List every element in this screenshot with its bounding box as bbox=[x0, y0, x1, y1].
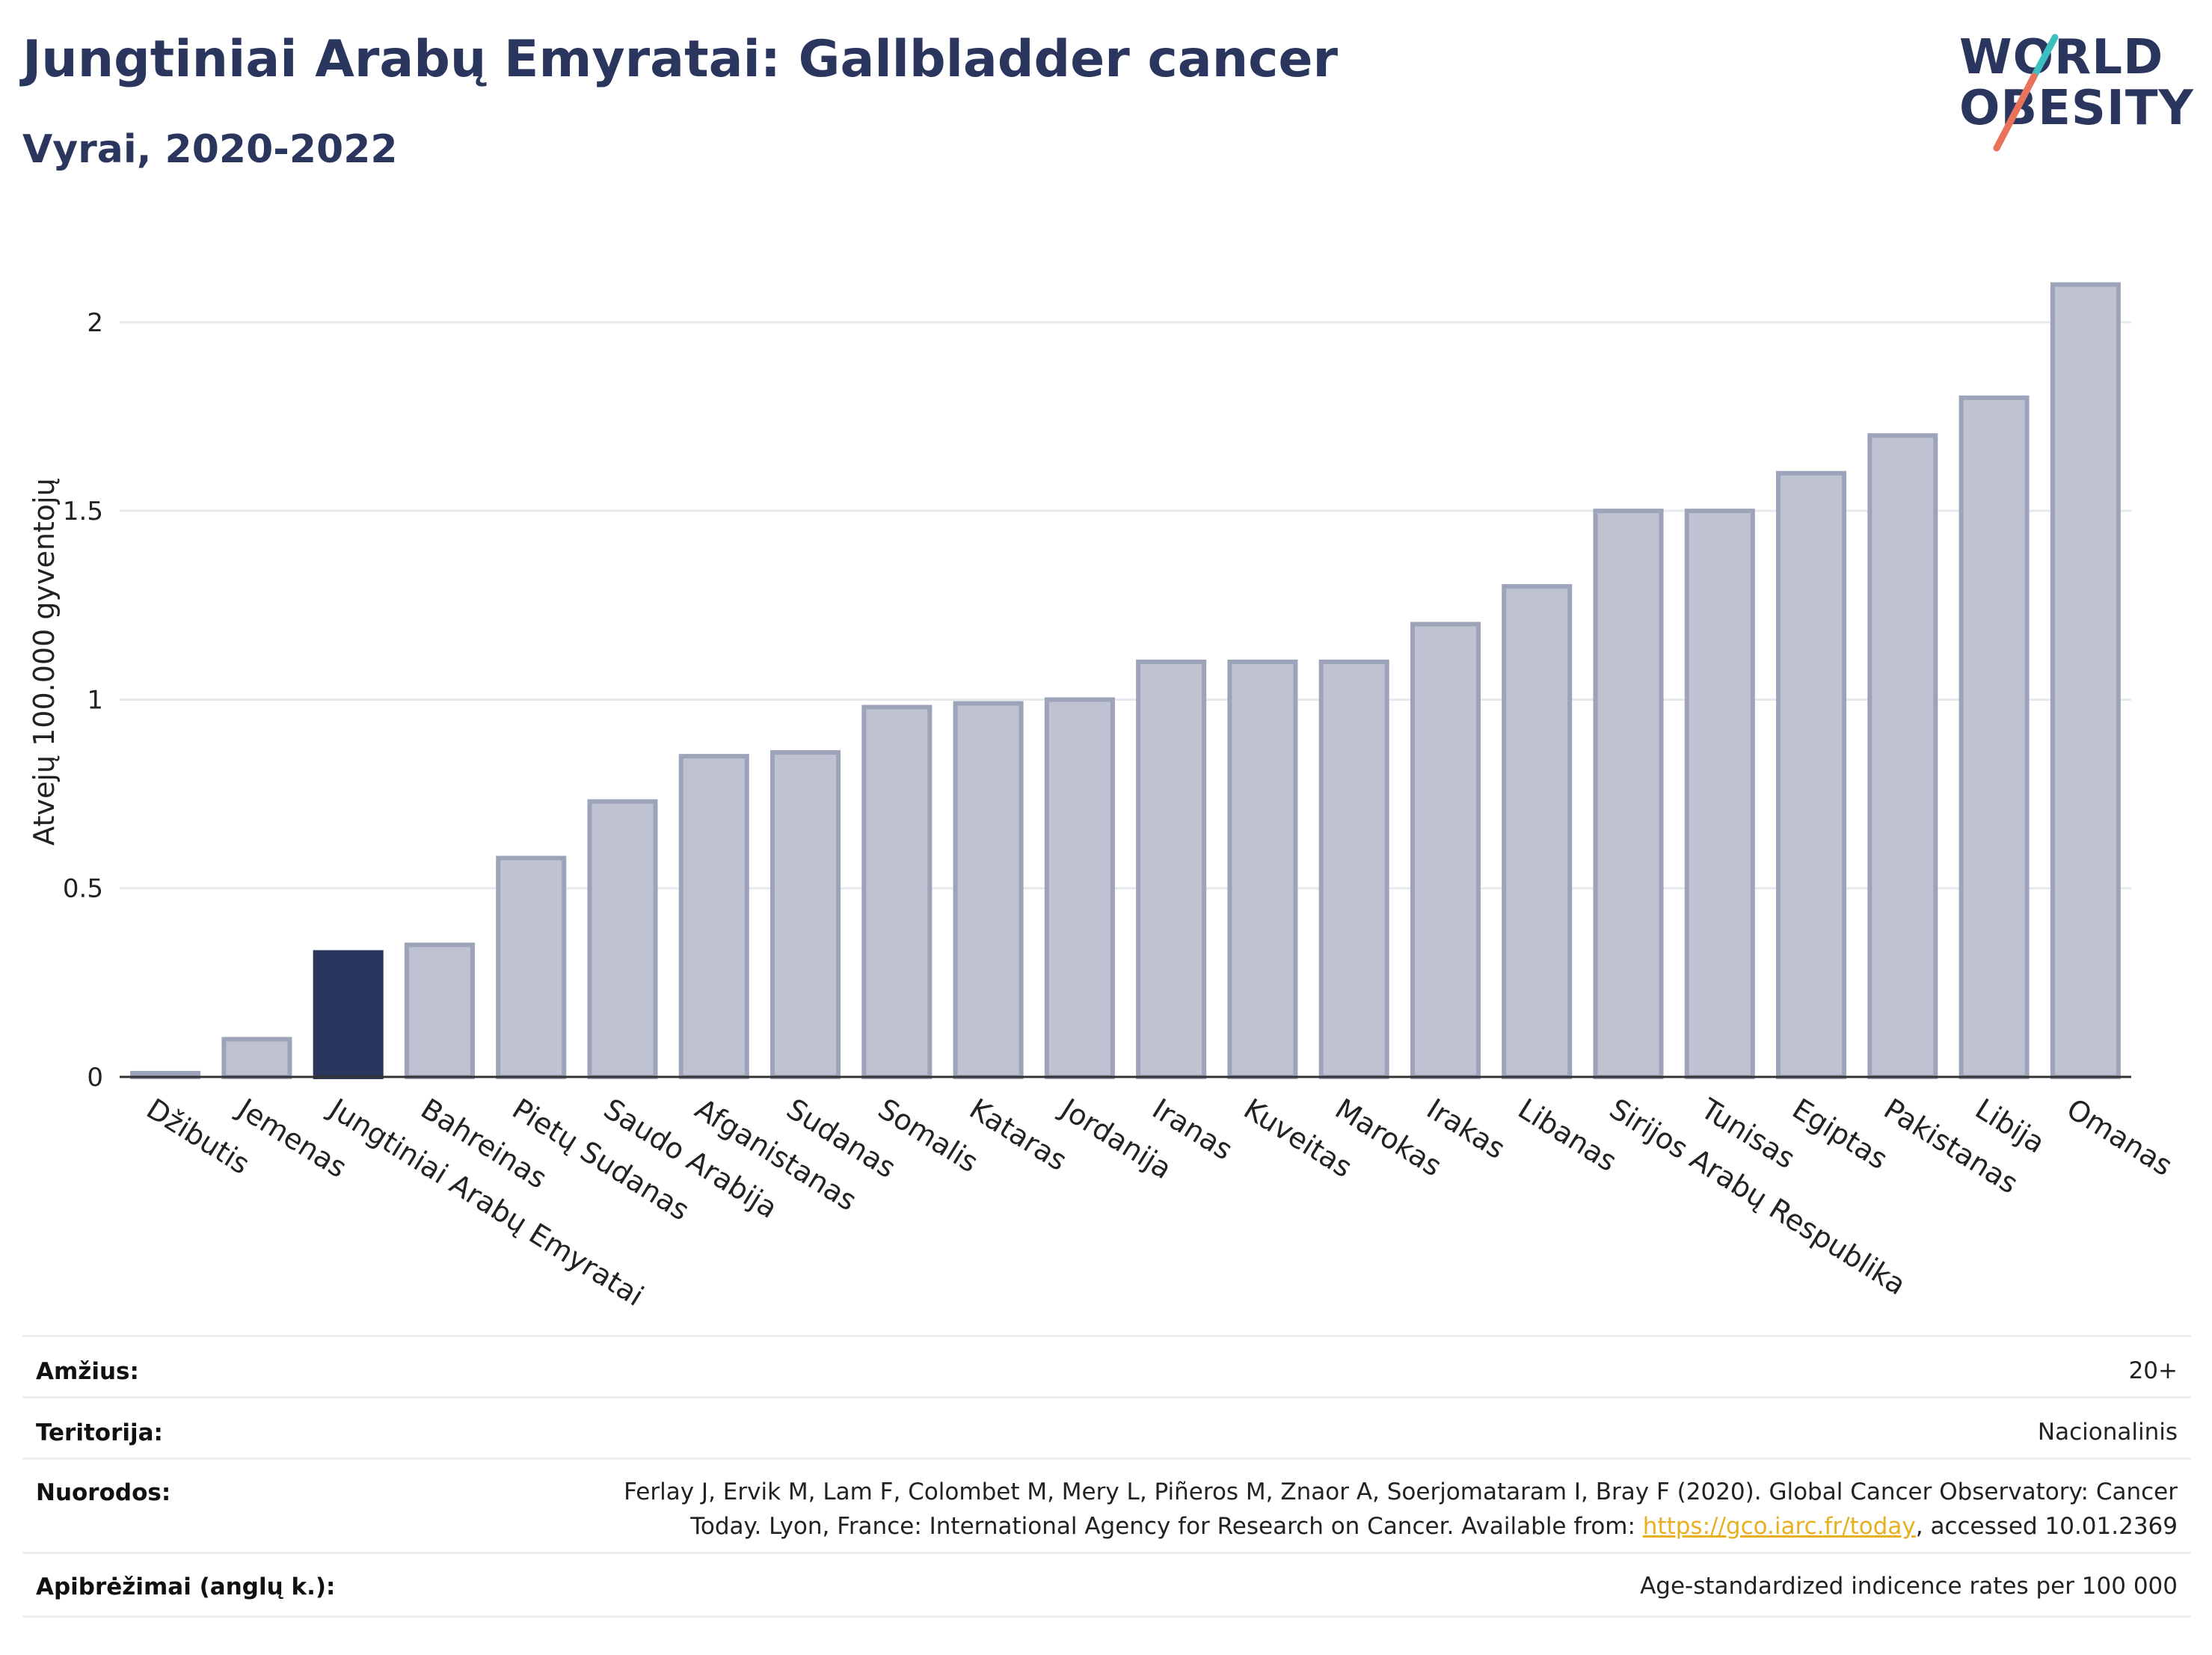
x-tick-label: Egiptas bbox=[1787, 1092, 1893, 1176]
x-tick-label: Džibutis bbox=[141, 1092, 255, 1181]
reference-line2: Today. Lyon, France: International Agenc… bbox=[624, 1509, 2178, 1544]
bar-6 bbox=[587, 799, 658, 1079]
bar-14 bbox=[1318, 660, 1389, 1079]
logo-text-line2: OBESITY bbox=[1959, 81, 2194, 136]
bar-12 bbox=[1136, 660, 1207, 1079]
x-tick-label: Jungtiniai Arabų Emyratai bbox=[322, 1091, 649, 1312]
chart-subtitle: Vyrai, 2020-2022 bbox=[22, 127, 398, 172]
info-value-age: 20+ bbox=[2128, 1357, 2178, 1384]
bar-21 bbox=[1958, 395, 2030, 1079]
info-row-references: Nuorodos: Ferlay J, Ervik M, Lam F, Colo… bbox=[22, 1458, 2191, 1554]
y-tick-label: 1.5 bbox=[63, 497, 103, 526]
info-key-territory: Teritorija: bbox=[36, 1419, 163, 1446]
bar-5 bbox=[496, 856, 567, 1079]
bar-20 bbox=[1867, 433, 1938, 1079]
bar-11 bbox=[1044, 697, 1115, 1079]
x-tick-label: Libanas bbox=[1512, 1092, 1622, 1178]
bar-7 bbox=[678, 754, 749, 1079]
y-tick-label: 0 bbox=[87, 1063, 103, 1093]
y-tick-label: 0.5 bbox=[63, 874, 103, 904]
y-tick-label: 1 bbox=[87, 685, 103, 715]
reference-line1: Ferlay J, Ervik M, Lam F, Colombet M, Me… bbox=[624, 1479, 2178, 1505]
info-row-age: Amžius: 20+ bbox=[22, 1335, 2191, 1398]
info-row-territory: Teritorija: Nacionalinis bbox=[22, 1396, 2191, 1460]
logo-slash-icon bbox=[1993, 34, 2059, 152]
info-key-age: Amžius: bbox=[36, 1358, 139, 1385]
logo-text-line1: WORLD bbox=[1959, 30, 2164, 85]
bar-13 bbox=[1227, 660, 1298, 1079]
reference-line2-text: Today. Lyon, France: International Agenc… bbox=[690, 1513, 1643, 1540]
x-tick-label: Kataras bbox=[964, 1092, 1073, 1177]
bar-9 bbox=[861, 704, 933, 1080]
y-tick-label: 2 bbox=[87, 308, 103, 338]
bar-8 bbox=[770, 750, 841, 1079]
bar-10 bbox=[953, 701, 1024, 1079]
bar-22 bbox=[2050, 282, 2121, 1079]
y-axis-label: Atvejų 100.000 gyventojų bbox=[28, 478, 61, 845]
info-key-definitions: Apibrėžimai (anglų k.): bbox=[36, 1573, 336, 1600]
reference-line2-suffix: , accessed 10.01.2369 bbox=[1915, 1513, 2178, 1540]
info-value-definitions: Age-standardized indicence rates per 100… bbox=[1640, 1573, 2178, 1600]
bar-15 bbox=[1410, 621, 1481, 1079]
info-row-definitions: Apibrėžimai (anglų k.): Age-standardized… bbox=[22, 1552, 2191, 1618]
bar-2 bbox=[221, 1037, 292, 1079]
bar-3 bbox=[313, 950, 384, 1079]
info-value-references: Ferlay J, Ervik M, Lam F, Colombet M, Me… bbox=[624, 1475, 2178, 1544]
info-value-territory: Nacionalinis bbox=[2037, 1419, 2178, 1446]
reference-link[interactable]: https://gco.iarc.fr/today bbox=[1642, 1513, 1916, 1540]
bar-17 bbox=[1593, 509, 1664, 1079]
info-key-references: Nuorodos: bbox=[36, 1479, 171, 1506]
world-obesity-logo: WORLD OBESITY bbox=[1944, 30, 2199, 165]
bar-19 bbox=[1776, 470, 1847, 1079]
chart-title: Jungtiniai Arabų Emyratai: Gallbladder c… bbox=[22, 30, 1339, 89]
bar-16 bbox=[1502, 584, 1573, 1079]
bar-4 bbox=[404, 942, 475, 1079]
x-tick-label: Omanas bbox=[2061, 1092, 2178, 1182]
bar-18 bbox=[1684, 509, 1755, 1079]
bar-chart: 0 0.5 1 1.5 2 Atvejų 100.000 gyventojų Džibuti… bbox=[28, 282, 2178, 1312]
